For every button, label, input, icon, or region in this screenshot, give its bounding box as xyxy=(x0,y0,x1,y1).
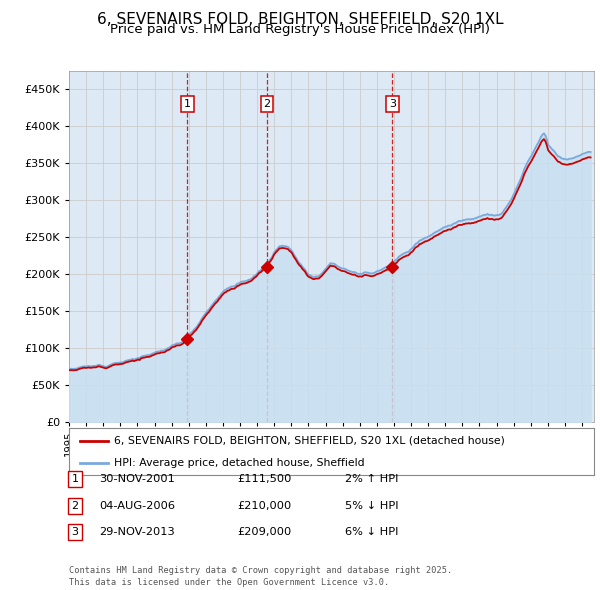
Text: £111,500: £111,500 xyxy=(237,474,292,484)
Text: 6, SEVENAIRS FOLD, BEIGHTON, SHEFFIELD, S20 1XL: 6, SEVENAIRS FOLD, BEIGHTON, SHEFFIELD, … xyxy=(97,12,503,27)
Text: 2% ↑ HPI: 2% ↑ HPI xyxy=(345,474,398,484)
Text: 6, SEVENAIRS FOLD, BEIGHTON, SHEFFIELD, S20 1XL (detached house): 6, SEVENAIRS FOLD, BEIGHTON, SHEFFIELD, … xyxy=(113,436,505,446)
Text: Price paid vs. HM Land Registry's House Price Index (HPI): Price paid vs. HM Land Registry's House … xyxy=(110,23,490,36)
Text: 29-NOV-2013: 29-NOV-2013 xyxy=(99,527,175,537)
Text: HPI: Average price, detached house, Sheffield: HPI: Average price, detached house, Shef… xyxy=(113,458,364,468)
Text: £209,000: £209,000 xyxy=(237,527,291,537)
Text: 1: 1 xyxy=(184,99,191,109)
Text: 04-AUG-2006: 04-AUG-2006 xyxy=(99,501,175,510)
Text: 5% ↓ HPI: 5% ↓ HPI xyxy=(345,501,398,510)
Text: 3: 3 xyxy=(71,527,79,537)
Text: £210,000: £210,000 xyxy=(237,501,291,510)
Text: 2: 2 xyxy=(263,99,271,109)
Text: Contains HM Land Registry data © Crown copyright and database right 2025.
This d: Contains HM Land Registry data © Crown c… xyxy=(69,566,452,587)
Text: 6% ↓ HPI: 6% ↓ HPI xyxy=(345,527,398,537)
Text: 2: 2 xyxy=(71,501,79,510)
Text: 30-NOV-2001: 30-NOV-2001 xyxy=(99,474,175,484)
Text: 3: 3 xyxy=(389,99,396,109)
Text: 1: 1 xyxy=(71,474,79,484)
